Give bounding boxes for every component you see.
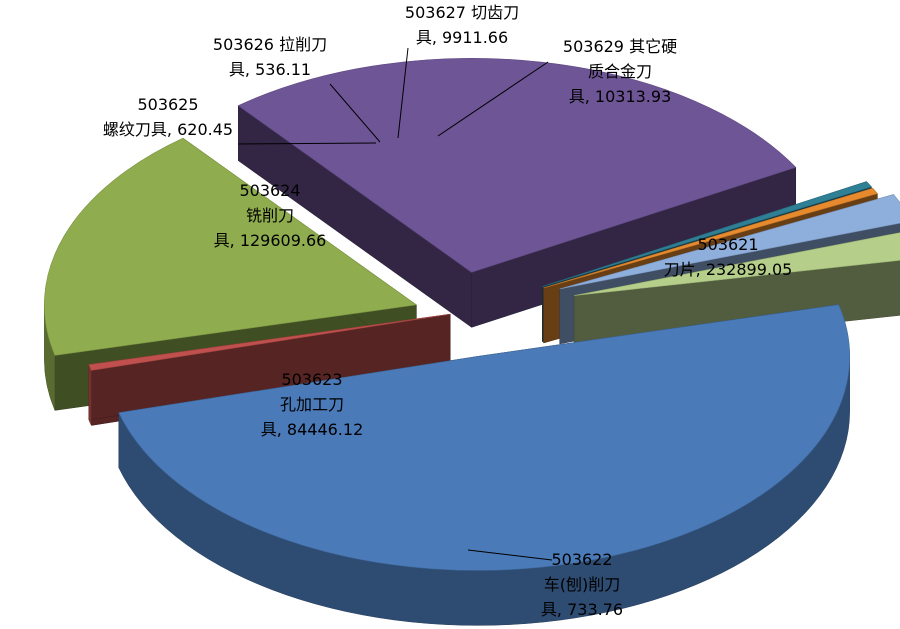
data-label-503629: 503629 其它硬质合金刀具, 10313.93 (563, 37, 677, 106)
slice-503626[interactable] (543, 187, 878, 289)
data-label-line: 车(刨)削刀 (544, 575, 621, 594)
slice-tops (44, 58, 900, 571)
slice-503621[interactable] (118, 304, 850, 571)
data-label-503621: 503621 刀片, 232899.05 (664, 235, 793, 279)
data-label-line: 铣削刀 (246, 206, 294, 225)
data-label-line: 具, 84446.12 (261, 420, 364, 439)
data-label-line: 503623 (281, 370, 342, 389)
data-label-line: 具, 733.76 (541, 600, 623, 619)
data-label-line: 503625 (137, 95, 198, 114)
data-label-503625: 503625 螺纹刀具, 620.45 (103, 95, 233, 139)
data-label-503627: 503627 切齿刀具, 9911.66 (405, 3, 519, 47)
data-label-line: 具, 9911.66 (416, 28, 508, 47)
data-label-line: 质合金刀 (588, 62, 652, 81)
data-label-line: 具, 536.11 (229, 60, 311, 79)
leader-lines (237, 47, 553, 561)
slice-503625[interactable] (542, 181, 872, 287)
slice-503627[interactable] (559, 194, 900, 290)
data-label-503623: 503623 孔加工刀具, 84446.12 (261, 370, 364, 439)
slice-503622[interactable] (88, 313, 451, 371)
data-label-line: 503626 拉削刀 (213, 35, 327, 54)
leader-line-503625 (237, 142, 377, 145)
leader-line-503629 (437, 61, 549, 137)
data-label-line: 503621 (697, 235, 758, 254)
leader-line-503626 (329, 83, 381, 143)
data-label-503624: 503624 铣削刀具, 129609.66 (214, 181, 327, 250)
data-label-line: 503627 切齿刀 (405, 3, 519, 22)
data-label-503626: 503626 拉削刀具, 536.11 (213, 35, 327, 79)
data-label-line: 刀片, 232899.05 (664, 260, 793, 279)
data-label-line: 具, 129609.66 (214, 231, 327, 250)
data-label-line: 503629 其它硬 (563, 37, 677, 56)
data-label-line: 503624 (239, 181, 300, 200)
slice-503629[interactable] (574, 227, 900, 296)
data-label-line: 503622 (551, 550, 612, 569)
slice-503623[interactable] (44, 137, 418, 356)
data-labels: 503621 刀片, 232899.05 503622 车(刨)削刀具, 733.76… (103, 3, 792, 619)
leader-line-503627 (397, 47, 409, 139)
leader-line-503622 (467, 549, 553, 561)
slice-503624[interactable] (237, 58, 797, 273)
data-label-line: 孔加工刀 (280, 395, 344, 414)
data-label-503622: 503622 车(刨)削刀具, 733.76 (541, 550, 623, 619)
slice-outer-wall-503622 (88, 364, 92, 426)
data-label-line: 具, 10313.93 (569, 87, 672, 106)
data-label-line: 螺纹刀具, 620.45 (103, 120, 233, 139)
